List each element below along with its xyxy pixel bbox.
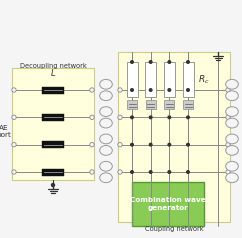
Circle shape (187, 143, 189, 146)
Circle shape (131, 116, 133, 119)
Ellipse shape (100, 161, 112, 171)
Bar (132, 182, 204, 226)
Ellipse shape (226, 173, 238, 183)
Circle shape (149, 116, 152, 119)
Text: Decoupling network: Decoupling network (20, 63, 86, 69)
Bar (42, 169, 64, 175)
Circle shape (118, 115, 122, 119)
Circle shape (187, 89, 189, 91)
Circle shape (149, 61, 152, 63)
Circle shape (12, 143, 16, 147)
Circle shape (131, 171, 133, 173)
Circle shape (226, 88, 230, 92)
Ellipse shape (226, 161, 238, 171)
Bar (164, 100, 174, 109)
Ellipse shape (226, 118, 238, 128)
Circle shape (187, 171, 189, 173)
Circle shape (12, 115, 16, 119)
Circle shape (131, 143, 133, 146)
Ellipse shape (100, 118, 112, 128)
Ellipse shape (226, 79, 238, 89)
Circle shape (168, 143, 171, 146)
Ellipse shape (100, 91, 112, 101)
Bar (164, 62, 175, 97)
Bar (146, 100, 156, 109)
Ellipse shape (226, 91, 238, 101)
Circle shape (90, 115, 94, 119)
Bar (12, 68, 94, 180)
Bar (42, 86, 64, 94)
Circle shape (149, 143, 152, 146)
Bar (127, 62, 137, 97)
Ellipse shape (226, 134, 238, 144)
Circle shape (12, 88, 16, 92)
Text: AE
port: AE port (0, 124, 11, 138)
Circle shape (187, 116, 189, 119)
Circle shape (149, 89, 152, 91)
Circle shape (226, 115, 230, 119)
Circle shape (168, 61, 171, 63)
Ellipse shape (100, 145, 112, 155)
Text: Coupling network: Coupling network (145, 226, 203, 232)
Ellipse shape (100, 107, 112, 116)
Bar (182, 62, 194, 97)
Ellipse shape (100, 134, 112, 144)
Bar (42, 114, 64, 121)
Text: Combination wave
generator: Combination wave generator (130, 197, 206, 211)
Circle shape (226, 143, 230, 147)
Bar (145, 62, 156, 97)
Circle shape (168, 89, 171, 91)
Circle shape (131, 89, 133, 91)
Bar (118, 52, 230, 222)
Circle shape (149, 171, 152, 173)
Circle shape (118, 143, 122, 147)
Circle shape (90, 88, 94, 92)
Circle shape (90, 170, 94, 174)
Circle shape (226, 170, 230, 174)
Ellipse shape (226, 145, 238, 155)
Circle shape (12, 170, 16, 174)
Circle shape (187, 61, 189, 63)
Circle shape (118, 88, 122, 92)
Circle shape (118, 170, 122, 174)
Bar (42, 141, 64, 148)
Circle shape (168, 116, 171, 119)
Bar (127, 100, 137, 109)
Ellipse shape (100, 173, 112, 183)
Ellipse shape (100, 79, 112, 89)
Circle shape (52, 183, 54, 187)
Bar (183, 100, 193, 109)
Circle shape (90, 143, 94, 147)
Text: $R_c$: $R_c$ (198, 73, 210, 86)
Ellipse shape (226, 107, 238, 116)
Text: L: L (51, 69, 55, 78)
Circle shape (168, 171, 171, 173)
Circle shape (131, 61, 133, 63)
